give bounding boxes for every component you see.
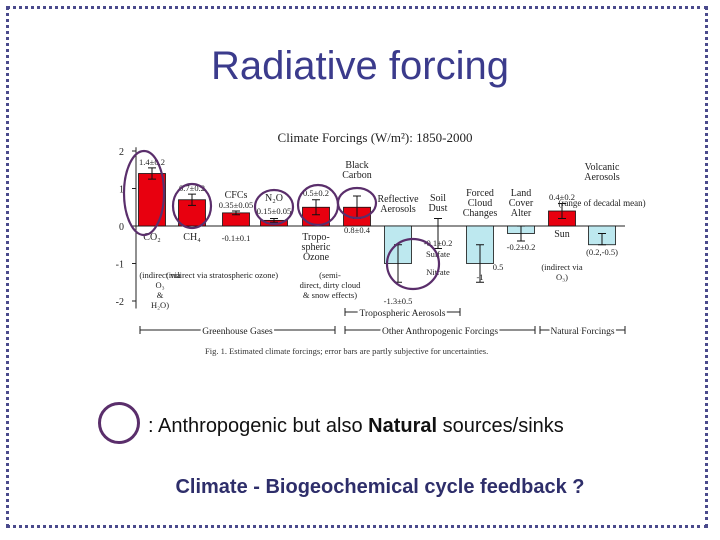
slide-frame [6, 6, 708, 528]
chart-title: Climate Forcings (W/m²): 1850-2000 [278, 130, 473, 145]
bar-label-co2: CO₂ [143, 232, 160, 243]
note-indirect-o3-h2o: (indirect via O₃ & H₂O) [139, 270, 181, 310]
group-bracket-ghg-label: Greenhouse Gases [202, 327, 273, 337]
chart-bars-layer [138, 167, 616, 283]
category-label-soil-dust: Soil Dust [429, 193, 448, 214]
chart-axis-layer: 2 1 0 -1 -2 [116, 147, 625, 309]
annotation-circles-layer [122, 149, 441, 291]
value-label-2: 0.7±0.2 [179, 183, 205, 193]
note-indirect-stratospheric: (indirect via stratospheric ozone) [166, 270, 278, 280]
group-bracket-other-label: Other Anthropogenic Forcings [382, 327, 498, 337]
value-label-8: -0.1±0.2 [424, 238, 453, 248]
annotation-circle-3 [253, 188, 295, 226]
annotation-circle-6 [385, 237, 441, 291]
value-label-cfc-indirect: -0.1±0.1 [222, 233, 251, 243]
bar-label-tropospheric-ozone: Tropo-spheric Ozone [302, 232, 331, 263]
value-label-4: 0.15±0.05 [257, 206, 291, 216]
group-bracket-aerosols-label: Tropospheric Aerosols [360, 309, 446, 319]
note-semi-direct: (semi-direct, dirty cloud & snow effects) [300, 270, 361, 300]
legend-bold-word: Natural [368, 415, 438, 437]
slide-title: Radiative forcing [211, 44, 509, 88]
bottom-note: Climate - Biogeochemical cycle feedback … [175, 476, 585, 498]
annotation-circle-1 [122, 149, 166, 237]
legend-circle-icon [98, 402, 140, 444]
category-label-sun: Sun [554, 229, 570, 240]
value-label-cloud-range: 0.5 [493, 262, 504, 272]
y-tick-label: 1 [119, 185, 124, 196]
legend-suffix: sources/sinks [437, 415, 564, 437]
value-label-7: -1.3±0.5 [384, 296, 413, 306]
value-label-6: 0.8±0.4 [344, 225, 371, 235]
y-tick-label: -2 [116, 297, 124, 308]
category-label-forced-cloud: Forced Cloud Changes [463, 188, 498, 219]
note-decadal-mean: (range of decadal mean) [558, 198, 645, 208]
category-label-cfcs: CFCs [225, 190, 248, 201]
value-label-12: (0.2,-0.5) [586, 247, 618, 257]
category-label-black-carbon: Black Carbon [342, 160, 371, 181]
legend-prefix: : Anthropogenic but also [148, 415, 369, 437]
annotation-circle-5 [336, 186, 378, 220]
value-label-11: 0.4±0.2 [549, 192, 575, 202]
annotation-circle-2 [171, 182, 213, 230]
y-tick-label: -1 [116, 260, 124, 271]
y-tick-label: 2 [119, 147, 124, 158]
value-label-1: 1.4±0.2 [139, 157, 165, 167]
chart-caption: Fig. 1. Estimated climate forcings; erro… [205, 346, 488, 356]
category-label-volcanic: Volcanic Aerosols [584, 162, 620, 183]
chart-labels-layer: CFCs N₂O Black Carbon Reflective Aerosols Soil… [139, 157, 646, 339]
y-tick-label: 0 [119, 222, 124, 233]
bar-1 [138, 173, 166, 227]
value-label-3: 0.35±0.05 [219, 200, 253, 210]
category-label-n2o: N₂O [265, 193, 283, 204]
bar-label-ch4: CH₄ [183, 232, 201, 243]
category-label-land-cover: Land Cover Alter [509, 188, 534, 219]
value-label-9: -1 [476, 272, 483, 282]
category-label-reflective-aerosols: Reflective Aerosols [377, 194, 419, 215]
legend-text: : Anthropogenic but also Natural sources… [148, 415, 564, 438]
note-indirect-o3-sun: (indirect via O₃) [541, 262, 583, 282]
value-label-10: -0.2±0.2 [507, 242, 536, 252]
group-bracket-natural-label: Natural Forcings [550, 327, 614, 337]
value-label-5: 0.5±0.2 [303, 188, 329, 198]
